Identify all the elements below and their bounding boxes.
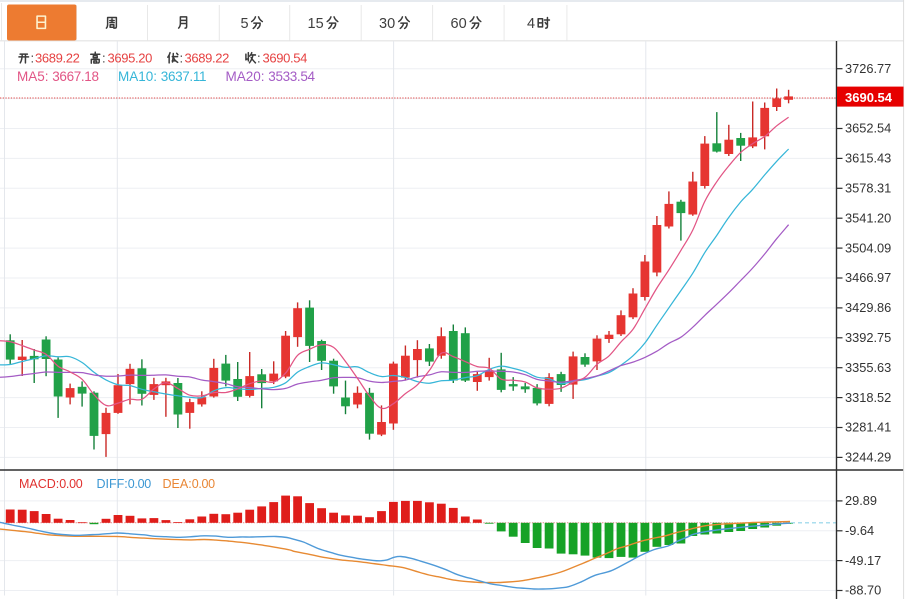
- svg-text:-9.64: -9.64: [845, 523, 874, 538]
- svg-text:3392.75: 3392.75: [845, 330, 891, 345]
- svg-text:DIFF:0.00: DIFF:0.00: [97, 477, 152, 491]
- svg-text:MACD:0.00: MACD:0.00: [19, 477, 83, 491]
- svg-text:3504.09: 3504.09: [845, 240, 891, 255]
- svg-text:MA5: 3667.18: MA5: 3667.18: [17, 69, 99, 84]
- svg-text::: :: [102, 50, 106, 65]
- svg-text::: :: [257, 50, 261, 65]
- svg-text:3726.77: 3726.77: [845, 61, 891, 76]
- svg-text:3281.41: 3281.41: [845, 420, 891, 435]
- svg-text:60: 60: [451, 16, 467, 32]
- svg-text:MA10: 3637.11: MA10: 3637.11: [118, 69, 206, 84]
- svg-text:MA20: 3533.54: MA20: 3533.54: [226, 69, 316, 84]
- svg-text:3615.43: 3615.43: [845, 151, 891, 166]
- svg-text:4: 4: [527, 16, 535, 32]
- svg-text:3695.20: 3695.20: [108, 50, 153, 65]
- svg-text::: :: [180, 50, 184, 65]
- svg-text::: :: [31, 50, 35, 65]
- svg-text:-88.70: -88.70: [845, 583, 881, 598]
- svg-text:DEA:0.00: DEA:0.00: [163, 477, 216, 491]
- svg-text:3578.31: 3578.31: [845, 181, 891, 196]
- svg-text:3429.86: 3429.86: [845, 300, 891, 315]
- svg-text:29.89: 29.89: [845, 493, 877, 508]
- svg-text:-49.17: -49.17: [845, 553, 881, 568]
- svg-text:3355.63: 3355.63: [845, 360, 891, 375]
- svg-text:3690.54: 3690.54: [263, 50, 308, 65]
- svg-text:3244.29: 3244.29: [845, 450, 891, 465]
- svg-text:3689.22: 3689.22: [35, 50, 80, 65]
- svg-text:5: 5: [241, 16, 249, 32]
- svg-text:3466.97: 3466.97: [845, 270, 891, 285]
- svg-text:3689.22: 3689.22: [185, 50, 230, 65]
- svg-text:3541.20: 3541.20: [845, 210, 891, 225]
- svg-text:3690.54: 3690.54: [845, 90, 893, 105]
- svg-text:3652.54: 3652.54: [845, 121, 891, 136]
- svg-text:15: 15: [308, 16, 324, 32]
- svg-text:30: 30: [379, 16, 395, 32]
- svg-text:3318.52: 3318.52: [845, 390, 891, 405]
